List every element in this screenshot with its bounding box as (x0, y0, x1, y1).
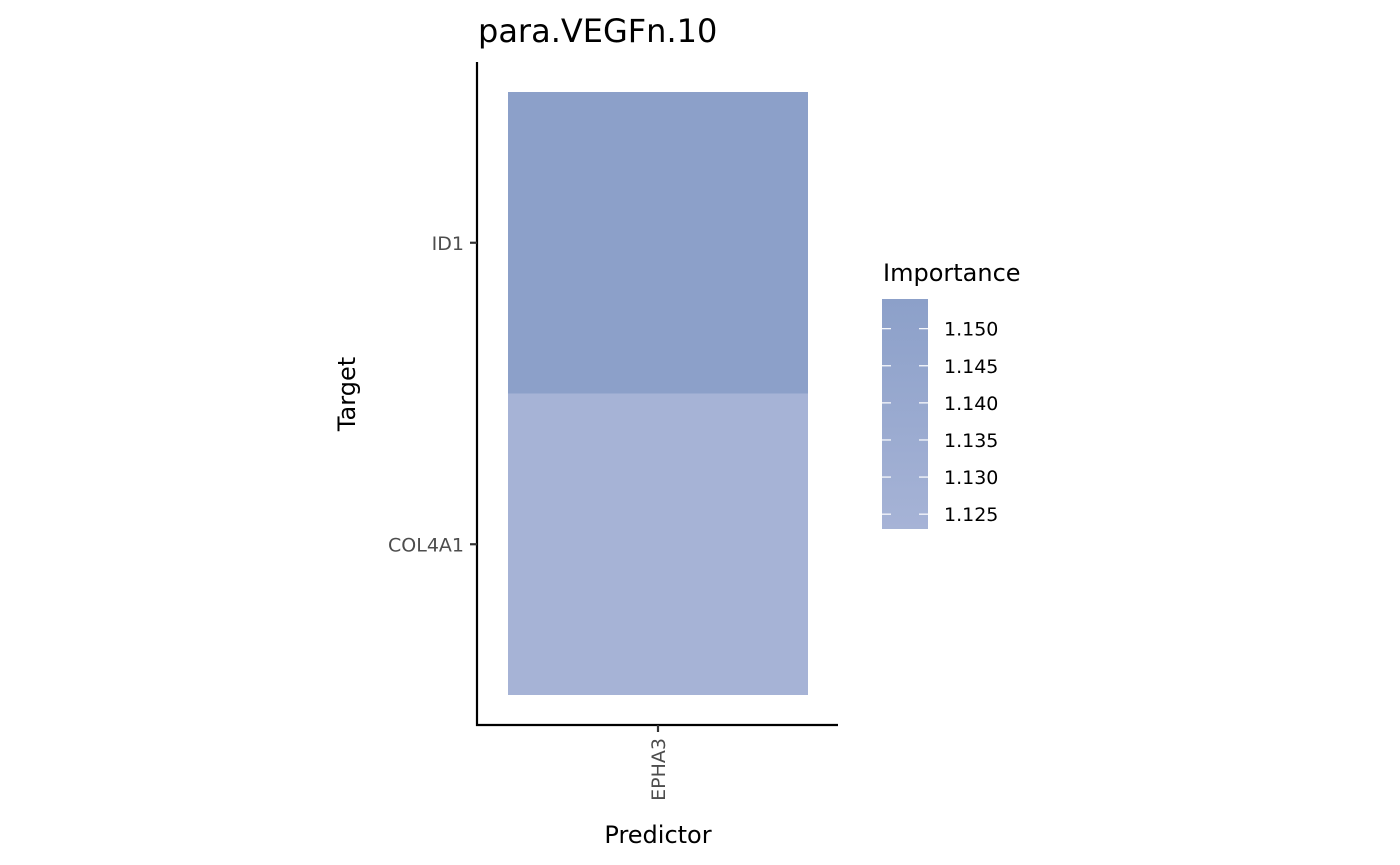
legend-tick-label: 1.130 (944, 467, 998, 489)
legend-tick-label: 1.140 (944, 393, 998, 415)
legend: Importance 1.125 1.130 1.135 1.140 1.145 1.15… (882, 259, 1021, 529)
y-tick-label: COL4A1 (388, 534, 464, 556)
y-axis-title: Target (333, 357, 361, 432)
legend-ticks: 1.125 1.130 1.135 1.140 1.145 1.150 (882, 319, 998, 526)
y-axis-ticks: COL4A1 ID1 (388, 233, 477, 556)
legend-tick-label: 1.145 (944, 356, 998, 378)
x-tick-label: EPHA3 (648, 738, 670, 801)
legend-tick-label: 1.150 (944, 319, 998, 341)
legend-tick-label: 1.135 (944, 430, 998, 452)
chart-title: para.VEGFn.10 (478, 12, 717, 50)
legend-tick-label: 1.125 (944, 504, 998, 526)
heatmap-cells (508, 92, 808, 695)
legend-title: Importance (883, 259, 1021, 287)
x-axis-title: Predictor (604, 821, 711, 849)
legend-colorbar (882, 299, 928, 529)
y-tick-label: ID1 (432, 233, 464, 255)
heatmap-cell-col4a1 (508, 393, 808, 695)
heatmap-cell-id1 (508, 92, 808, 394)
x-axis-ticks: EPHA3 (648, 725, 670, 801)
